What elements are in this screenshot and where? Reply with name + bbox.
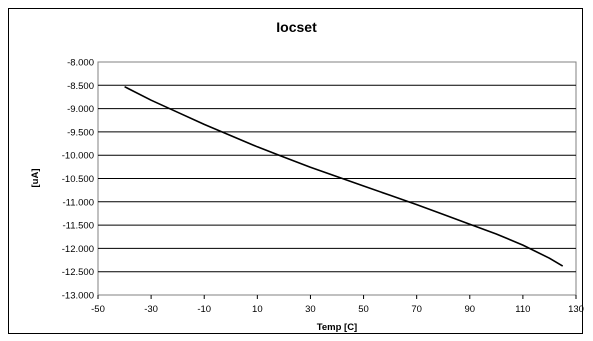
x-tick-label: -30 — [144, 304, 158, 315]
x-tick-label: 130 — [568, 304, 584, 315]
y-tick-labels: -8.000 -8.500 -9.000 -9.500 -10.000 -10.500 -1… — [62, 58, 94, 302]
x-tick-label: 50 — [358, 304, 369, 315]
y-tick-label: -13.000 — [62, 291, 94, 302]
y-tick-label: -10.000 — [62, 151, 94, 162]
x-tick-label: 70 — [411, 304, 422, 315]
y-tick-label: -11.000 — [62, 197, 94, 208]
y-tick-label: -9.000 — [67, 104, 94, 115]
x-tick-label: 10 — [252, 304, 263, 315]
x-tick-labels: -50 -30 -10 10 30 50 70 90 110 130 — [91, 295, 584, 315]
y-axis-title: [uA] — [30, 169, 41, 188]
grid-lines — [98, 84, 576, 273]
y-tick-label: -8.000 — [67, 58, 94, 69]
x-tick-label: 110 — [515, 304, 530, 315]
x-tick-label: -50 — [91, 304, 105, 315]
y-tick-label: -12.500 — [62, 267, 94, 278]
y-tick-label: -11.500 — [62, 221, 94, 232]
y-tick-label: -8.500 — [67, 81, 94, 92]
y-tick-label: -12.000 — [62, 244, 94, 255]
x-axis-title: Temp [C] — [317, 322, 357, 333]
x-tick-label: 90 — [464, 304, 475, 315]
y-tick-label: -10.500 — [62, 174, 94, 185]
y-tick-label: -9.500 — [67, 127, 94, 138]
chart-title: Iocset — [276, 19, 317, 35]
x-tick-label: -10 — [197, 304, 211, 315]
x-tick-label: 30 — [305, 304, 316, 315]
series-layer — [124, 85, 564, 267]
series-line — [124, 85, 564, 267]
